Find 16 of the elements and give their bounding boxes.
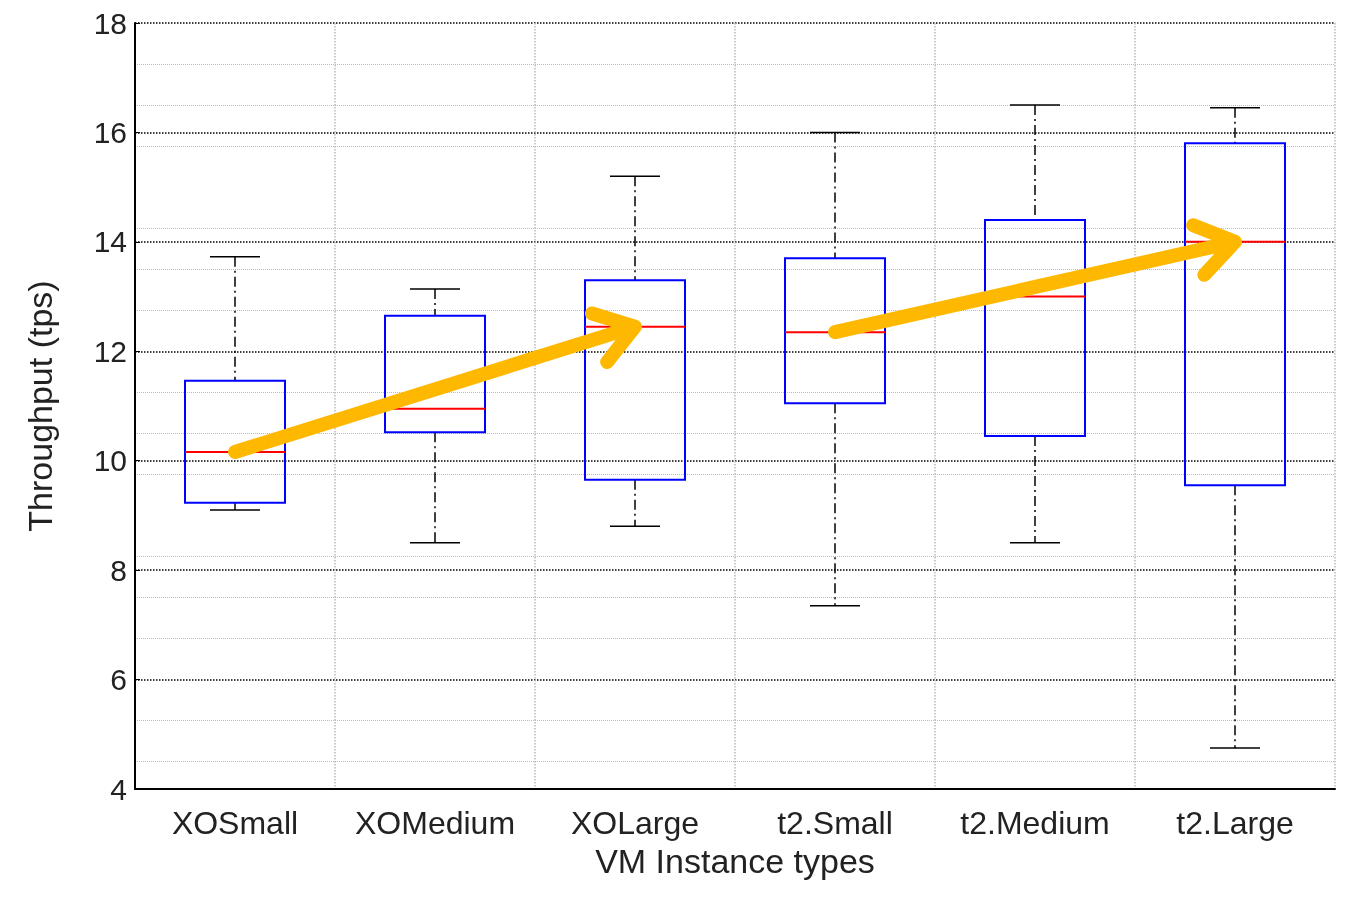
- x-axis-title: VM Instance types: [595, 841, 875, 880]
- x-tick-label: t2.Medium: [960, 805, 1110, 841]
- y-tick-label: 8: [110, 553, 127, 587]
- x-tick-label: t2.Small: [777, 805, 893, 841]
- y-tick-label: 10: [93, 444, 127, 478]
- x-tick-label: t2.Large: [1176, 805, 1294, 841]
- y-axis-title: Throughput (tps): [21, 280, 59, 532]
- y-tick-label: 14: [93, 225, 127, 259]
- y-tick-label: 18: [93, 6, 127, 40]
- x-tick-label: XOMedium: [354, 805, 516, 841]
- y-tick-label: 4: [110, 772, 127, 806]
- x-tick-label: XOSmall: [171, 805, 299, 841]
- y-tick-label: 12: [93, 334, 127, 368]
- x-tick-label: XOLarge: [570, 805, 700, 841]
- y-tick-label: 6: [110, 663, 127, 697]
- y-tick-label: 16: [93, 115, 127, 149]
